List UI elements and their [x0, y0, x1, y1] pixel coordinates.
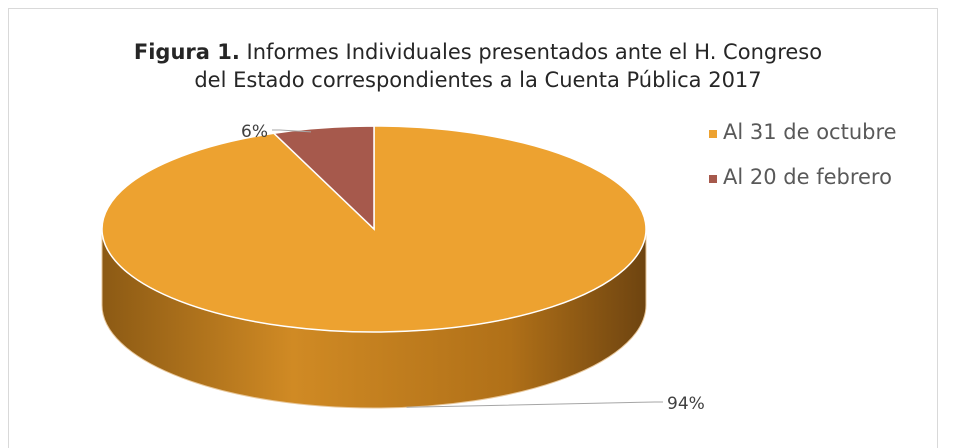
legend-swatch-2	[709, 175, 717, 183]
title-line-1: Informes Individuales presentados ante e…	[246, 40, 823, 64]
legend-label-2: Al 20 de febrero	[723, 165, 892, 189]
pie-slice-2	[272, 125, 375, 231]
legend-swatch-1	[709, 130, 717, 138]
legend-label-1: Al 31 de octubre	[723, 120, 897, 144]
chart-frame	[8, 8, 938, 448]
data-label-1: 94%	[667, 394, 705, 414]
data-label-2: 6%	[241, 122, 268, 142]
pie-chart: 94% 6% Al 31 de octubre Al 20 de febrero	[101, 120, 897, 414]
leader-line-2	[272, 129, 312, 133]
figure-label: Figura 1.	[133, 40, 240, 64]
title-line-2: del Estado correspondientes a la Cuenta …	[194, 68, 762, 92]
leader-line-1	[406, 401, 663, 408]
chart-title: Figura 1. Informes Individuales presenta…	[0, 38, 956, 94]
